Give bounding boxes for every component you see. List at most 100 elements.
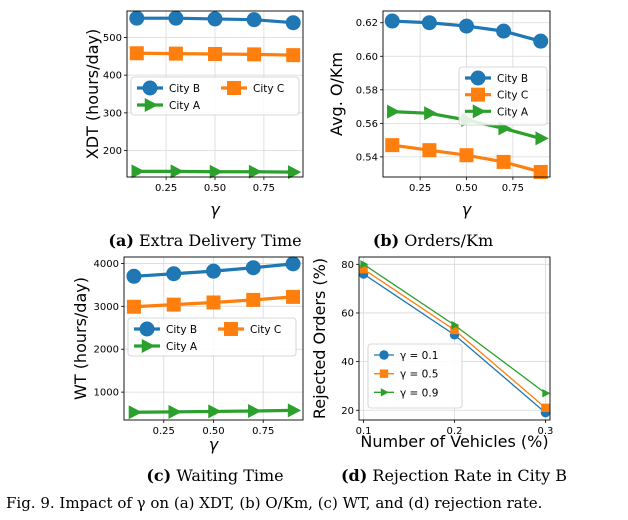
data-point xyxy=(451,320,460,330)
y-tick-label: 0.60 xyxy=(356,52,378,63)
data-point xyxy=(248,164,263,179)
data-point xyxy=(245,260,261,276)
data-point xyxy=(207,11,223,27)
chart-panel-1: 200 300 400 500 0.25 0.50 0.75 γ XDT (hours/day)… xyxy=(83,10,304,250)
data-point xyxy=(129,10,145,26)
y-tick-label: 0.54 xyxy=(356,152,378,163)
x-tick-label: 0.2 xyxy=(447,426,463,437)
data-point xyxy=(285,15,301,31)
legend: City B City C City A xyxy=(130,76,300,116)
data-point xyxy=(459,148,474,163)
data-point xyxy=(287,165,302,180)
data-point xyxy=(541,403,550,413)
y-tick-label: 400 xyxy=(103,71,122,82)
data-point xyxy=(285,256,301,272)
x-tick-label: 0.75 xyxy=(253,183,275,194)
subfigure-label: (b) xyxy=(373,231,399,250)
x-tick-label: 0.50 xyxy=(202,426,224,437)
series-2 xyxy=(385,138,548,179)
y-axis-label: Avg. O/Km xyxy=(327,52,346,136)
y-tick-label: 2000 xyxy=(94,345,119,356)
legend-entry: City C xyxy=(221,81,284,95)
data-point xyxy=(170,164,184,179)
y-tick-label: 4000 xyxy=(94,259,119,270)
data-point xyxy=(424,106,438,121)
legend-marker xyxy=(141,339,156,353)
data-point xyxy=(126,299,141,314)
data-point xyxy=(496,23,512,39)
data-point xyxy=(168,10,184,26)
series-3 xyxy=(128,403,302,420)
legend-label: City A xyxy=(497,106,529,118)
subfigure-title: Orders/Km xyxy=(399,231,493,250)
legend-marker xyxy=(472,104,487,119)
data-point xyxy=(360,260,369,269)
legend-marker xyxy=(379,350,389,360)
data-point xyxy=(168,46,183,61)
data-point xyxy=(168,404,182,419)
x-axis-label: γ xyxy=(209,435,220,454)
y-tick-label: 1000 xyxy=(94,388,119,399)
legend-entry: γ = 0.9 xyxy=(374,387,438,399)
legend: City B City C City A xyxy=(458,66,548,126)
legend-marker xyxy=(227,81,241,95)
x-tick-label: 0.50 xyxy=(455,183,477,194)
subfigure-label: (d) xyxy=(341,466,367,485)
subfigure-caption: (b) Orders/Km xyxy=(373,231,493,250)
data-point xyxy=(542,389,551,398)
y-tick-label: 0.62 xyxy=(356,18,378,29)
subfigure-label: (c) xyxy=(146,466,171,485)
data-point xyxy=(208,47,222,62)
chart-panel-3: 1000 2000 3000 4000 0.25 0.50 0.75 γ WT (hours/d… xyxy=(71,256,304,485)
axes-frame xyxy=(126,10,304,178)
x-tick-label: 0.25 xyxy=(153,426,175,437)
x-tick-label: 0.75 xyxy=(502,183,524,194)
y-tick-label: 20 xyxy=(341,406,354,417)
x-tick-label: 0.25 xyxy=(409,183,431,194)
data-point xyxy=(248,403,262,418)
x-axis-label: γ xyxy=(462,200,473,219)
y-tick-label: 80 xyxy=(341,260,354,271)
data-point xyxy=(128,405,142,420)
subfigure-caption: (c) Waiting Time xyxy=(146,466,283,485)
series-2 xyxy=(129,46,301,63)
subfigure-caption: (a) Extra Delivery Time xyxy=(108,231,301,250)
x-axis-label: γ xyxy=(210,200,221,219)
legend-label: City C xyxy=(253,83,284,95)
data-point xyxy=(533,33,549,49)
data-point xyxy=(387,104,401,119)
legend: γ = 0.1 γ = 0.5 γ = 0.9 xyxy=(367,343,463,409)
legend-marker xyxy=(470,70,486,86)
data-point xyxy=(459,18,474,34)
legend-label: City A xyxy=(166,341,198,353)
legend-box xyxy=(127,317,297,357)
data-point xyxy=(450,325,459,335)
legend-label: γ = 0.5 xyxy=(400,369,438,381)
subfigure-title: Rejection Rate in City B xyxy=(367,466,567,485)
x-tick-label: 0.50 xyxy=(204,183,226,194)
legend-entry: City B xyxy=(137,80,200,96)
subfigure-title: Waiting Time xyxy=(171,466,283,485)
data-point xyxy=(384,13,400,29)
y-axis-label: XDT (hours/day) xyxy=(83,29,102,159)
y-axis-label: Rejected Orders (%) xyxy=(310,258,329,419)
x-tick-label: 0.25 xyxy=(155,183,177,194)
data-point xyxy=(286,289,301,304)
series-3 xyxy=(131,164,302,180)
chart-panel-2: 0.54 0.56 0.58 0.60 0.62 0.25 0.50 0.75 γ Avg. O/… xyxy=(327,10,551,250)
data-point xyxy=(496,154,511,169)
legend-label: City C xyxy=(250,324,281,336)
data-point xyxy=(422,143,437,158)
y-tick-label: 60 xyxy=(341,308,354,319)
legend-entry: γ = 0.1 xyxy=(374,350,438,362)
legend-entry: γ = 0.5 xyxy=(374,369,438,381)
x-tick-label: 0.75 xyxy=(252,426,274,437)
data-point xyxy=(286,48,301,63)
legend-marker xyxy=(471,87,485,102)
legend-entry: City B xyxy=(134,321,197,337)
legend-label: City B xyxy=(497,73,528,85)
legend-label: City C xyxy=(497,90,528,102)
legend: City B City C City A xyxy=(127,317,297,357)
subfigure-caption: (d) Rejection Rate in City B xyxy=(341,466,567,485)
